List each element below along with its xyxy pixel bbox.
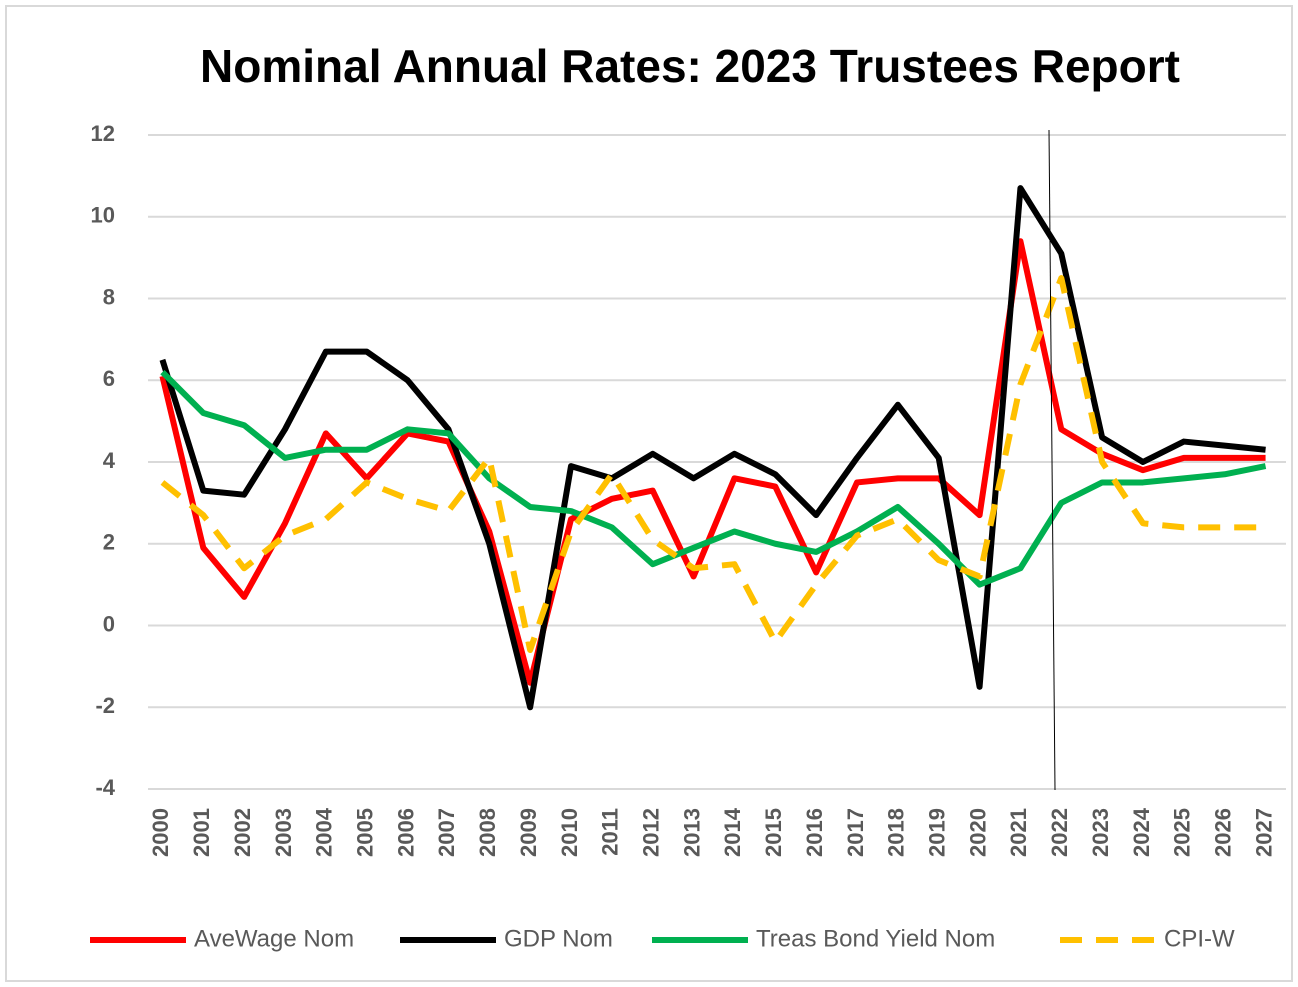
x-tick-label: 2013 [679,808,704,857]
x-tick-label: 2006 [393,808,418,857]
x-tick-label: 2024 [1129,807,1154,857]
plot-area: -4 -2 0 2 4 6 8 10 12 2000 2001 2002 2003 2004 2005 200… [91,121,1286,857]
x-tick-label: 2017 [843,808,868,857]
x-tick-label: 2002 [230,808,255,857]
x-tick-label: 2004 [312,807,337,857]
series-line [159,185,1266,711]
y-tick-label: 12 [91,121,115,146]
y-tick-label: -2 [95,693,115,718]
x-tick-label: 2020 [965,808,990,857]
x-tick-label: 2000 [148,808,173,857]
x-tick-label: 2012 [639,808,664,857]
y-tick-label: 4 [103,448,116,473]
y-tick-label: 8 [103,284,115,309]
chart-title: Nominal Annual Rates: 2023 Trustees Repo… [200,40,1180,92]
x-tick-label: 2015 [761,808,786,857]
series-line [160,369,1267,588]
y-tick-label: 10 [91,203,115,228]
x-tick-label: 2014 [720,807,745,857]
x-tick-label: 2003 [271,808,296,857]
x-tick-label: 2001 [189,808,214,857]
x-tick-label: 2008 [475,808,500,857]
y-tick-label: -4 [95,775,115,800]
y-tick-label: 2 [103,530,115,555]
x-tick-label: 2007 [434,808,459,857]
x-tick-label: 2019 [925,808,950,857]
x-tick-label: 2009 [516,808,541,857]
x-tick-label: 2018 [884,808,909,857]
x-tick-label: 2010 [557,808,582,857]
series-line [159,238,1266,686]
divider-line [1048,129,1056,791]
legend-label: Treas Bond Yield Nom [756,925,995,952]
x-tick-label: 2027 [1251,808,1276,857]
legend-label: AveWage Nom [194,925,354,952]
x-tick-label: 2021 [1006,808,1031,857]
x-tick-label: 2022 [1047,808,1072,857]
x-tick-label: 2025 [1170,808,1195,857]
x-tick-label: 2011 [598,808,623,856]
y-tick-label: 6 [103,366,115,391]
x-tick-label: 2026 [1211,808,1236,857]
y-tick-label: 0 [103,611,115,636]
legend-label: CPI-W [1164,925,1235,952]
x-tick-label: 2023 [1088,808,1113,857]
x-tick-label: 2016 [802,808,827,857]
legend: AveWage Nom GDP Nom Treas Bond Yield Nom CP… [90,925,1235,952]
x-tick-label: 2005 [353,808,378,857]
legend-label: GDP Nom [504,925,613,952]
